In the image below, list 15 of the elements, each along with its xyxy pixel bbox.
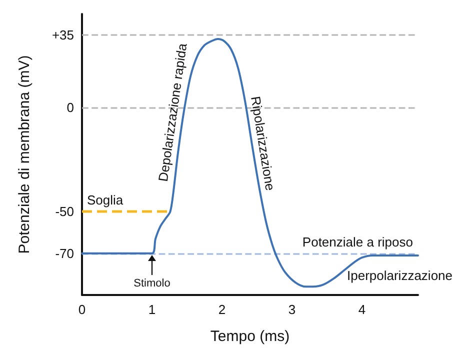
y-tick-label: 0 [66, 100, 74, 116]
x-tick-label: 4 [358, 302, 366, 317]
x-axis-title: Tempo (ms) [210, 328, 290, 345]
x-tick-label: 1 [148, 302, 156, 317]
y-tick-label: -70 [55, 246, 74, 261]
y-axis-title: Potenziale di membrana (mV) [16, 55, 33, 254]
x-tick-label: 3 [288, 302, 296, 317]
ref-line-label: Soglia [87, 192, 124, 208]
annotation: Stimolo [134, 277, 170, 290]
x-tick-label: 2 [218, 302, 226, 317]
y-tick-label: -50 [55, 204, 74, 220]
ref-line-label: Potenziale a riposo [302, 234, 413, 250]
y-tick-label: +35 [52, 27, 74, 42]
annotation: Iperpolarizzazione [347, 268, 453, 284]
x-tick-label: 0 [78, 302, 86, 317]
